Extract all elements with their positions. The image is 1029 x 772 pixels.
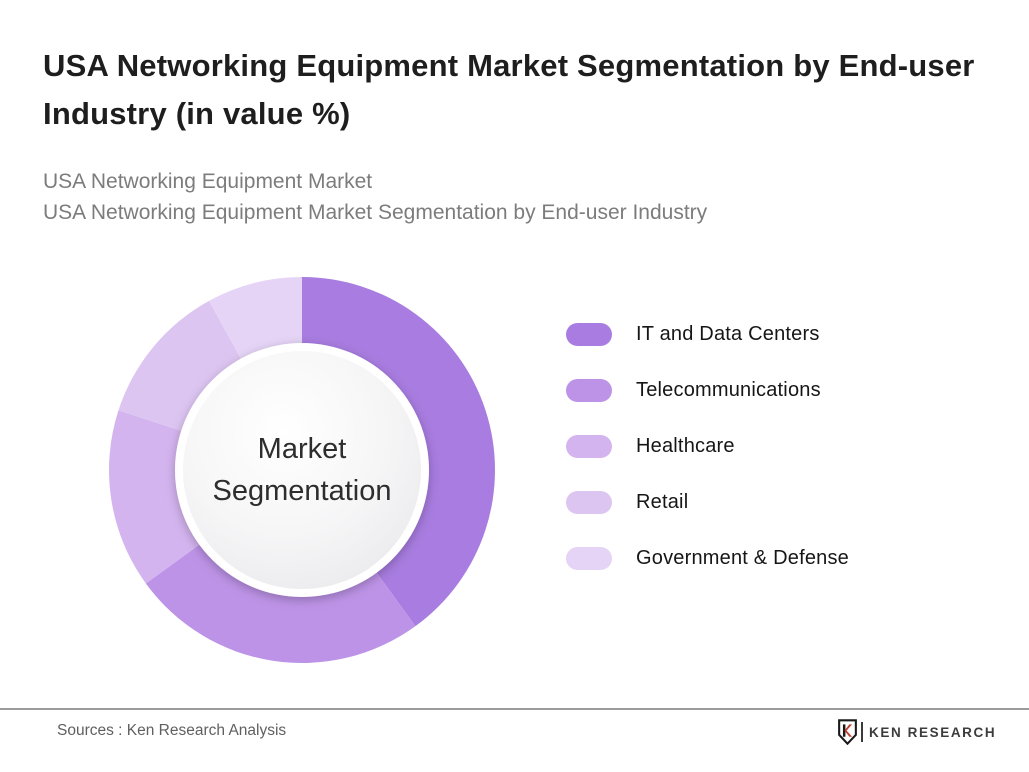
logo-separator [861, 722, 863, 742]
legend-swatch [566, 378, 612, 402]
ken-research-logo: KEN RESEARCH [838, 717, 996, 747]
legend-item: Government & Defense [566, 546, 849, 570]
subtitle-line-1: USA Networking Equipment Market [43, 170, 373, 193]
legend-swatch [566, 546, 612, 570]
donut-center-circle [183, 351, 421, 589]
legend-item: Retail [566, 490, 849, 514]
legend-label: Healthcare [636, 434, 735, 457]
legend-swatch [566, 434, 612, 458]
sources-text: Sources : Ken Research Analysis [57, 722, 287, 739]
subtitle-line-2: USA Networking Equipment Market Segmenta… [43, 201, 708, 224]
legend-item: Healthcare [566, 434, 849, 458]
legend-label: Retail [636, 490, 689, 513]
legend: IT and Data Centers Telecommunications H… [566, 322, 849, 602]
legend-label: Government & Defense [636, 546, 849, 569]
legend-swatch [566, 322, 612, 346]
page-title: USA Networking Equipment Market Segmenta… [43, 48, 975, 131]
legend-label: Telecommunications [636, 378, 821, 401]
ken-research-shield-icon [838, 719, 857, 745]
footer-divider [0, 708, 1029, 710]
legend-item: Telecommunications [566, 378, 849, 402]
logo-text: KEN RESEARCH [869, 724, 997, 740]
donut-svg [109, 277, 495, 663]
subtitle: USA Networking Equipment Market USA Netw… [43, 166, 989, 228]
legend-item: IT and Data Centers [566, 322, 849, 346]
legend-label: IT and Data Centers [636, 322, 820, 345]
donut-chart: Market Segmentation [102, 270, 502, 670]
legend-swatch [566, 490, 612, 514]
